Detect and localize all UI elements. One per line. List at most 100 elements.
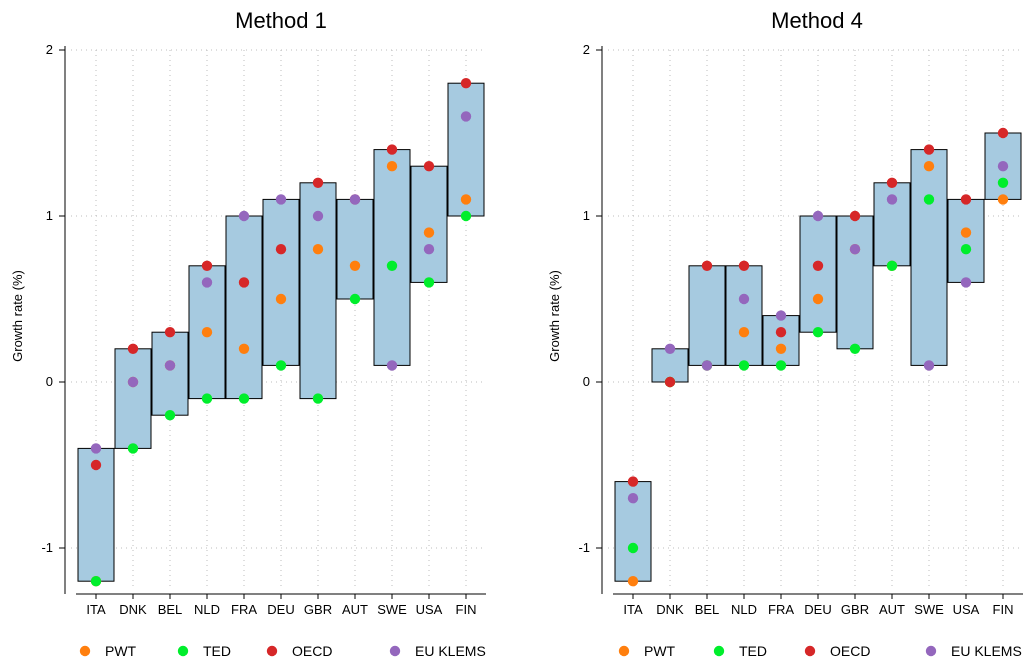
data-point-eu-klems	[460, 111, 472, 122]
data-point-oecd	[460, 78, 472, 89]
data-point-oecd	[238, 277, 250, 288]
legend-marker-oecd	[804, 645, 816, 657]
legend-marker-oecd	[266, 645, 278, 657]
legend-label: EU KLEMS	[415, 643, 486, 659]
legend-label: TED	[203, 643, 231, 659]
data-point-ted	[738, 360, 750, 371]
legend-label: OECD	[292, 643, 332, 659]
data-point-ted	[460, 210, 472, 222]
data-point-ted	[960, 244, 972, 255]
y-tick-label: 0	[46, 374, 53, 389]
range-box	[373, 149, 411, 366]
chart-title: Method 4	[771, 8, 863, 33]
range-box	[410, 165, 448, 283]
x-tick-label: FRA	[768, 602, 794, 617]
y-tick-label: 1	[46, 208, 53, 223]
data-point-pwt	[738, 327, 750, 338]
legend-marker-eu-klems	[925, 645, 937, 657]
x-tick-label: USA	[416, 602, 443, 617]
data-point-ted	[201, 393, 213, 404]
data-point-oecd	[201, 260, 213, 271]
range-box	[762, 315, 800, 366]
x-tick-label: SWE	[914, 602, 944, 617]
range-box	[336, 198, 374, 300]
y-tick-label: -1	[41, 540, 53, 555]
legend: PWT TED OECD EU KLEMS	[79, 643, 486, 659]
data-point-oecd	[923, 144, 935, 155]
x-tick-label: FIN	[456, 602, 477, 617]
data-point-ted	[423, 277, 435, 288]
legend-marker-pwt	[79, 645, 91, 657]
data-point-oecd	[701, 260, 713, 271]
data-point-ted	[627, 542, 639, 554]
data-point-pwt	[627, 576, 639, 587]
data-point-eu-klems	[164, 360, 176, 371]
legend-label: OECD	[830, 643, 870, 659]
data-point-oecd	[849, 210, 861, 222]
range-box	[725, 265, 763, 366]
chart-panel-method-1: Method 1 Growth rate (%) -1 0 1 2 ITA DNK BEL N…	[10, 8, 486, 617]
y-tick-label: -1	[578, 540, 590, 555]
range-box	[910, 149, 948, 366]
data-point-pwt	[960, 227, 972, 238]
data-point-oecd	[164, 327, 176, 338]
data-point-eu-klems	[886, 194, 898, 205]
x-tick-label: ITA	[86, 602, 106, 617]
x-tick-label: DNK	[119, 602, 147, 617]
x-tick-label: NLD	[194, 602, 220, 617]
y-tick-label: 2	[46, 42, 53, 57]
data-point-ted	[349, 293, 361, 305]
data-point-eu-klems	[423, 244, 435, 255]
range-box	[447, 82, 485, 217]
data-point-ted	[164, 410, 176, 421]
x-tick-label: AUT	[342, 602, 368, 617]
x-tick-label: SWE	[377, 602, 407, 617]
data-point-pwt	[275, 293, 287, 305]
range-box	[947, 198, 985, 283]
data-point-oecd	[997, 127, 1009, 139]
data-point-ted	[886, 260, 898, 271]
range-box	[225, 215, 263, 400]
data-point-oecd	[960, 194, 972, 205]
legend-label: PWT	[105, 643, 137, 659]
data-point-eu-klems	[849, 244, 861, 255]
legend: PWT TED OECD EU KLEMS	[618, 643, 1022, 659]
legend-label: EU KLEMS	[951, 643, 1022, 659]
y-axis-label: Growth rate (%)	[547, 270, 562, 362]
data-point-eu-klems	[923, 360, 935, 371]
x-tick-label: NLD	[731, 602, 757, 617]
x-tick-label: AUT	[879, 602, 905, 617]
data-point-eu-klems	[349, 194, 361, 205]
x-tick-label: BEL	[158, 602, 183, 617]
data-point-ted	[775, 360, 787, 371]
data-point-eu-klems	[627, 493, 639, 504]
x-tick-label: GBR	[304, 602, 332, 617]
chart-panel-method-4: Method 4 Growth rate (%) -1 0 1 2 ITA DNK BEL N…	[547, 8, 1023, 617]
data-point-eu-klems	[127, 376, 139, 388]
range-box	[836, 215, 874, 350]
legend-marker-eu-klems	[389, 645, 401, 657]
data-point-oecd	[664, 376, 676, 388]
chart-title: Method 1	[235, 8, 327, 33]
data-point-oecd	[886, 177, 898, 188]
range-box	[151, 331, 189, 416]
data-point-oecd	[275, 244, 287, 255]
data-point-pwt	[312, 244, 324, 255]
data-point-oecd	[90, 459, 102, 471]
data-point-ted	[997, 177, 1009, 188]
data-point-eu-klems	[201, 277, 213, 288]
x-tick-label: DEU	[804, 602, 831, 617]
range-box	[799, 215, 837, 333]
legend-label: TED	[739, 643, 767, 659]
data-point-eu-klems	[701, 360, 713, 371]
legend-marker-pwt	[618, 645, 630, 657]
range-box	[114, 348, 152, 449]
legend-marker-ted	[713, 645, 725, 657]
data-point-ted	[90, 576, 102, 587]
x-tick-label: ITA	[623, 602, 643, 617]
data-point-oecd	[312, 177, 324, 188]
data-point-oecd	[812, 260, 824, 271]
x-tick-label: FIN	[993, 602, 1014, 617]
y-axis-label: Growth rate (%)	[10, 270, 25, 362]
